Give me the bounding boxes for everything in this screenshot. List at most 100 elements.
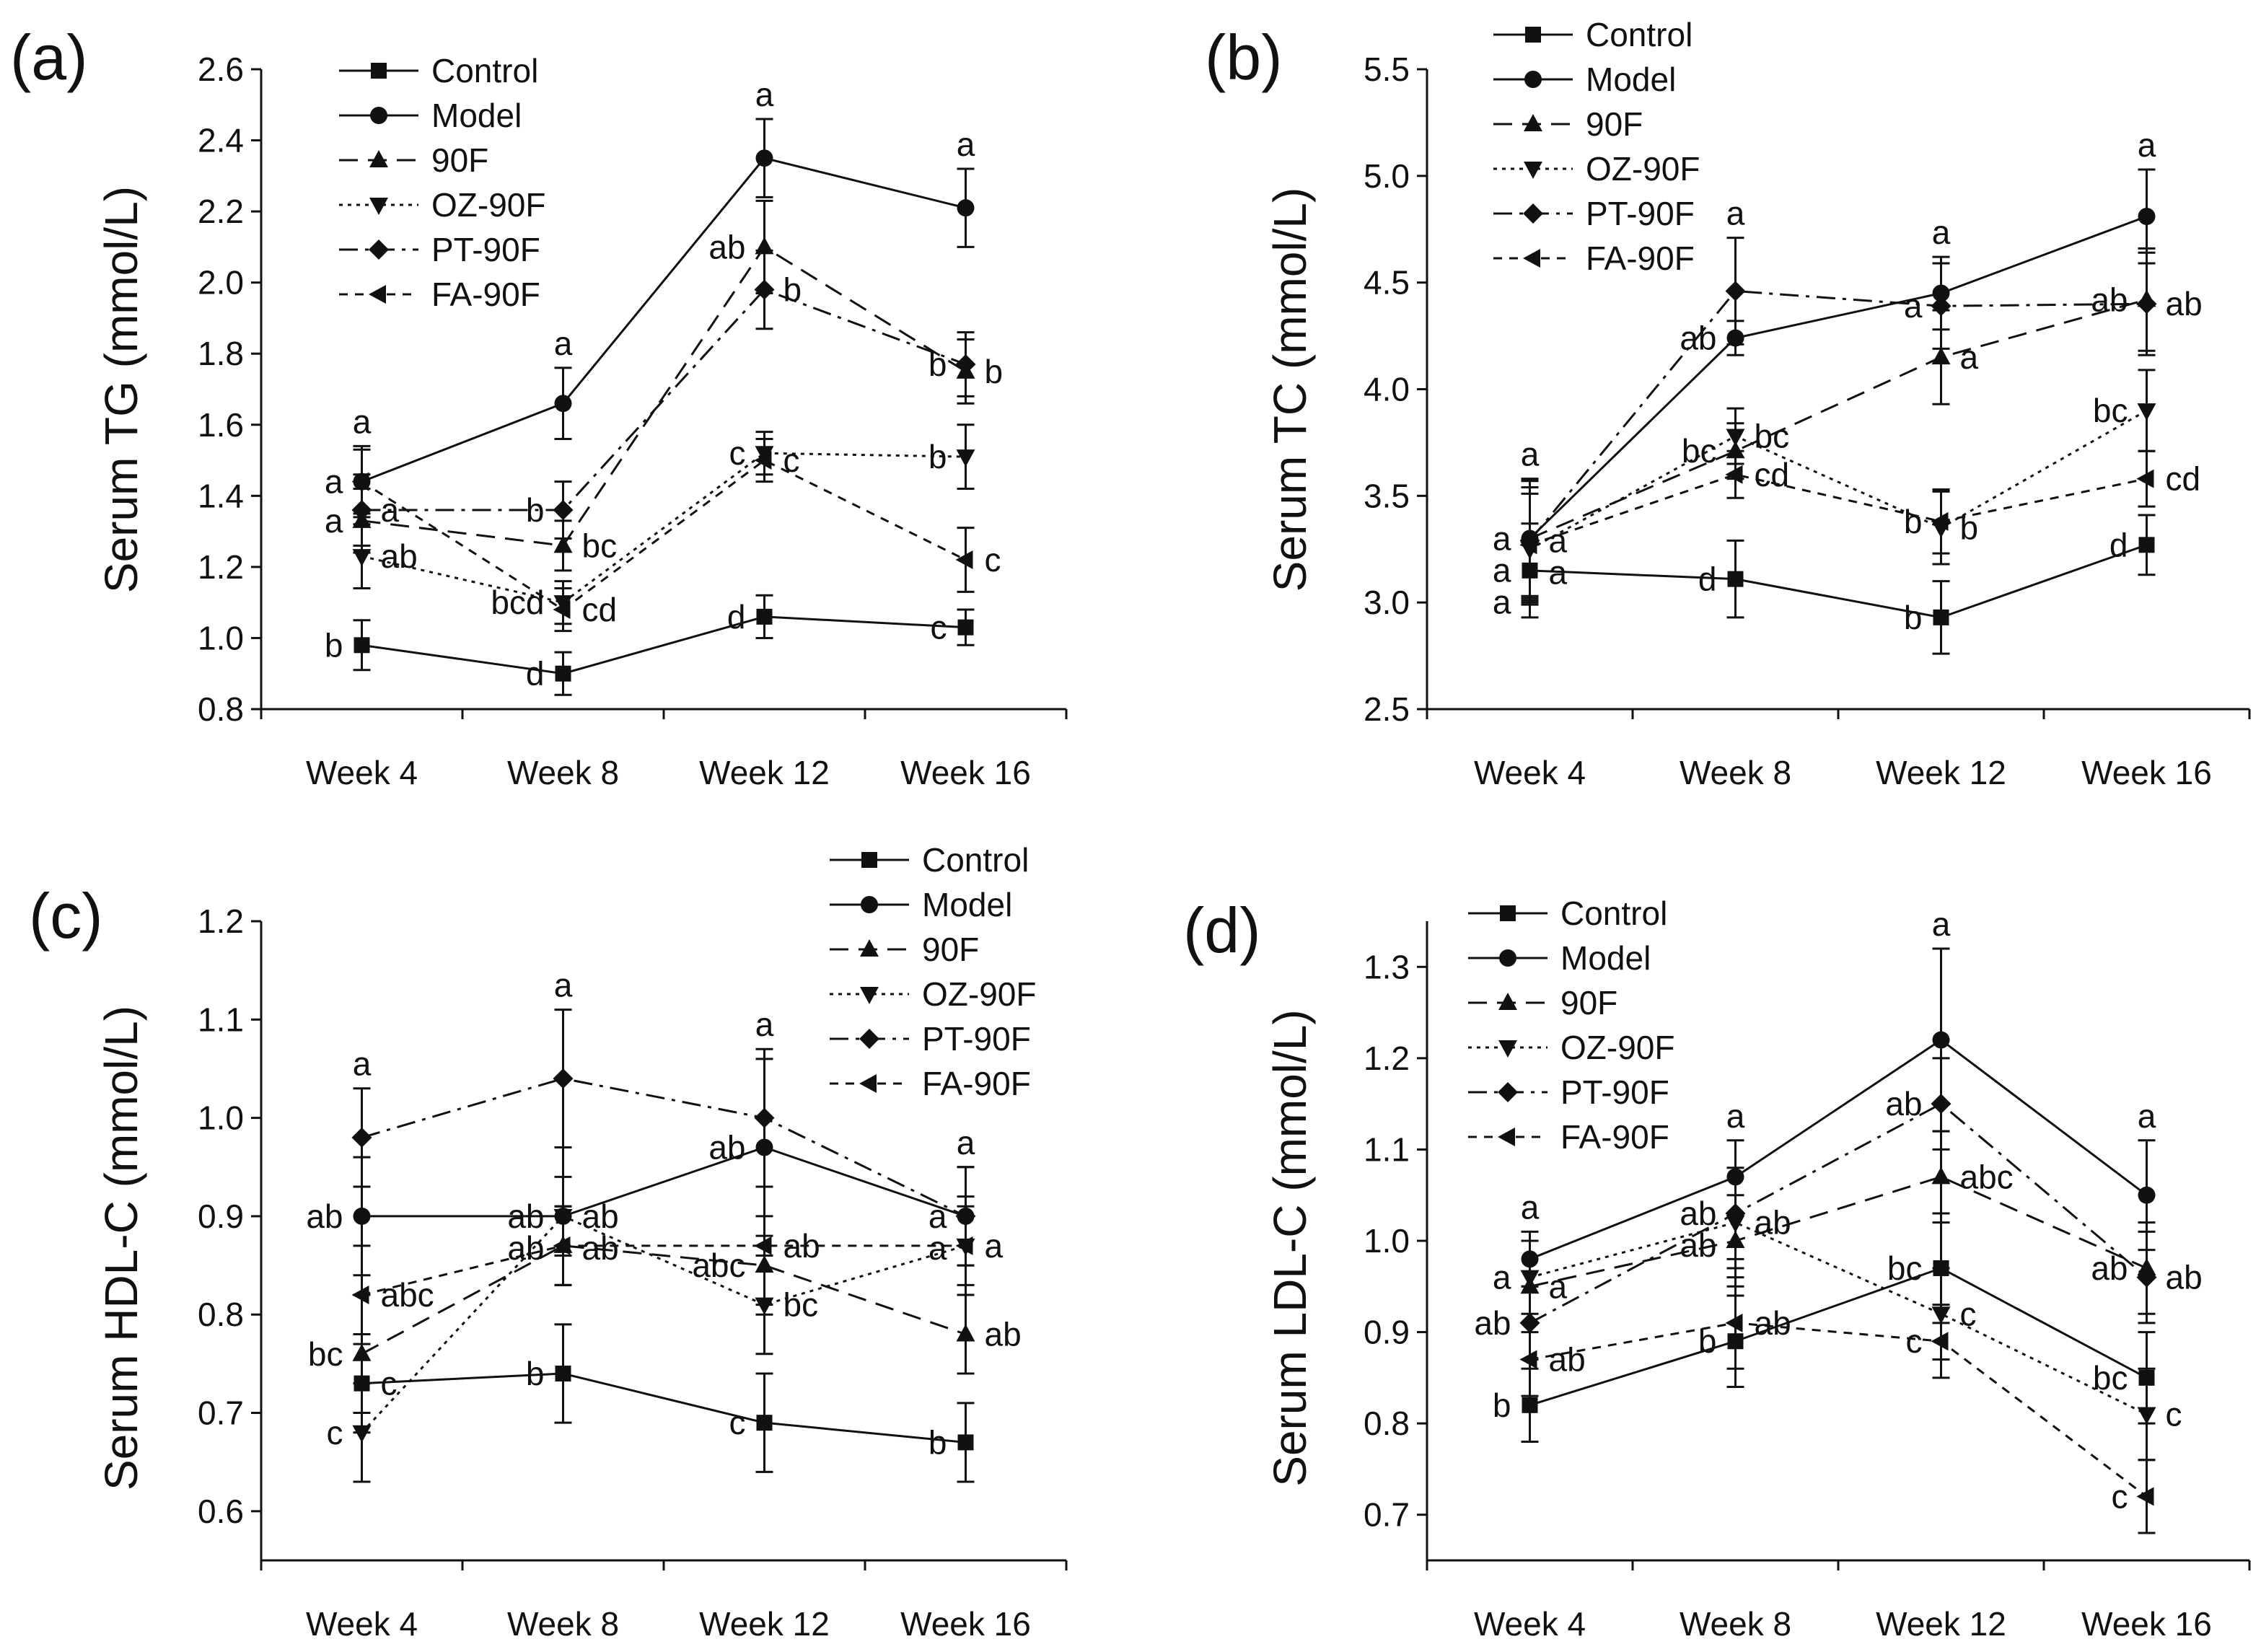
legend-item-fa-90f: FA-90F [1468,1118,1669,1156]
significance-label: ab [2091,281,2128,318]
significance-label: ab [1549,1341,1586,1379]
significance-label: bc [2093,1359,2128,1397]
data-point [351,1285,369,1304]
y-tick-label: 1.1 [1364,1130,1410,1168]
significance-label: a [1960,338,1979,376]
significance-label: a [325,463,343,501]
legend-label: FA-90F [1586,240,1695,277]
legend-label: Model [1586,61,1676,98]
significance-label: b [928,346,947,383]
significance-label: ab [708,1129,745,1166]
legend-marker [371,63,387,79]
significance-label: a [1726,195,1745,232]
data-point [1931,1332,1949,1351]
legend: Control Model 90F OZ-90F PT-90F FA-90F [830,841,1036,1102]
significance-label: a [755,76,774,113]
legend-item-fa-90f: FA-90F [830,1065,1031,1102]
series-line [361,1077,967,1218]
significance-label: abc [381,1276,434,1314]
data-point [553,1236,571,1255]
y-tick-label: 1.1 [198,1001,244,1038]
data-point [1522,1397,1538,1413]
series-line [361,459,967,611]
legend-marker [861,896,878,913]
series-fa-90f [351,1185,975,1345]
series-line [1529,289,2147,542]
y-tick-label: 0.8 [198,690,244,728]
significance-label: b [928,438,947,475]
x-tick-label: Week 12 [1876,754,2006,791]
data-point [955,550,973,570]
panel-label: (d) [1183,895,1261,966]
legend-label: 90F [431,141,488,179]
legend-marker [861,852,877,868]
series-90f [1520,247,2156,597]
significance-label: a [755,1006,774,1043]
legend-marker [860,987,879,1004]
data-point [352,1343,372,1361]
x-tick-label: Week 16 [2081,1605,2212,1643]
significance-label: a [381,491,400,529]
panel-label: (b) [1205,22,1283,93]
series-control [353,594,975,696]
significance-label: a [1726,1097,1745,1135]
data-point [353,1207,371,1225]
significance-label: a [554,967,573,1004]
series-line [361,1146,966,1218]
x-tick-label: Week 8 [507,1605,619,1643]
series-line [1529,543,2147,619]
legend: Control Model 90F OZ-90F PT-90F FA-90F [339,52,545,313]
panel-c: (c) 0.6 0.7 0.8 0.9 1.0 1.1 1.2 Week 4 Week 8 Week… [29,841,1068,1643]
x-tick-label: Week 8 [507,754,619,791]
legend-marker [370,107,387,124]
series-oz-90f [1520,1175,2156,1462]
significance-label: a [2138,1097,2156,1135]
legend-item-fa-90f: FA-90F [339,276,540,313]
significance-label: a [985,1227,1004,1265]
significance-label: a [353,1045,372,1083]
y-tick-label: 1.3 [1364,948,1410,985]
legend-marker [1500,905,1516,921]
legend-item-oz-90f: OZ-90F [830,975,1036,1013]
legend-marker [859,1074,877,1093]
significance-label: cd [2166,460,2201,498]
series-pt-90f [1519,237,2157,602]
significance-label: abc [692,1247,745,1284]
significance-label: b [1904,599,1923,636]
legend-item-pt-90f: PT-90F [830,1020,1031,1058]
data-point [1519,1350,1537,1369]
y-tick-label: 5.5 [1364,50,1410,88]
significance-label: ab [1885,1085,1922,1122]
significance-label: ab [783,1227,820,1265]
legend-item-90f: 90F [1493,105,1643,143]
data-point [754,1107,775,1128]
data-point [1725,281,1746,302]
y-tick-label: 0.6 [198,1493,244,1530]
significance-label: ab [2091,1249,2128,1287]
legend-marker [369,150,388,167]
legend-item-model: Model [830,886,1012,923]
legend-item-pt-90f: PT-90F [339,231,540,268]
legend-label: 90F [1586,105,1643,143]
significance-label: abc [1960,1158,2014,1195]
series-control [1521,1212,2156,1443]
significance-label: b [985,353,1004,390]
significance-label: c [985,541,1001,579]
panel-label: (c) [29,880,103,952]
data-point [1933,609,1949,625]
y-tick-label: 3.0 [1364,584,1410,621]
data-point [957,619,974,636]
legend-item-pt-90f: PT-90F [1468,1073,1669,1111]
significance-label: bc [1887,1249,1923,1287]
y-tick-label: 3.5 [1364,477,1410,514]
legend-label: PT-90F [1586,195,1695,232]
significance-label: c [1960,1295,1977,1332]
series-model [1521,168,2156,599]
significance-label: ab [507,1229,544,1267]
legend-item-fa-90f: FA-90F [1493,240,1695,277]
significance-label: a [957,1124,975,1161]
significance-label: ab [306,1198,343,1235]
series-control [1521,514,2156,655]
significance-label: a [325,502,343,540]
